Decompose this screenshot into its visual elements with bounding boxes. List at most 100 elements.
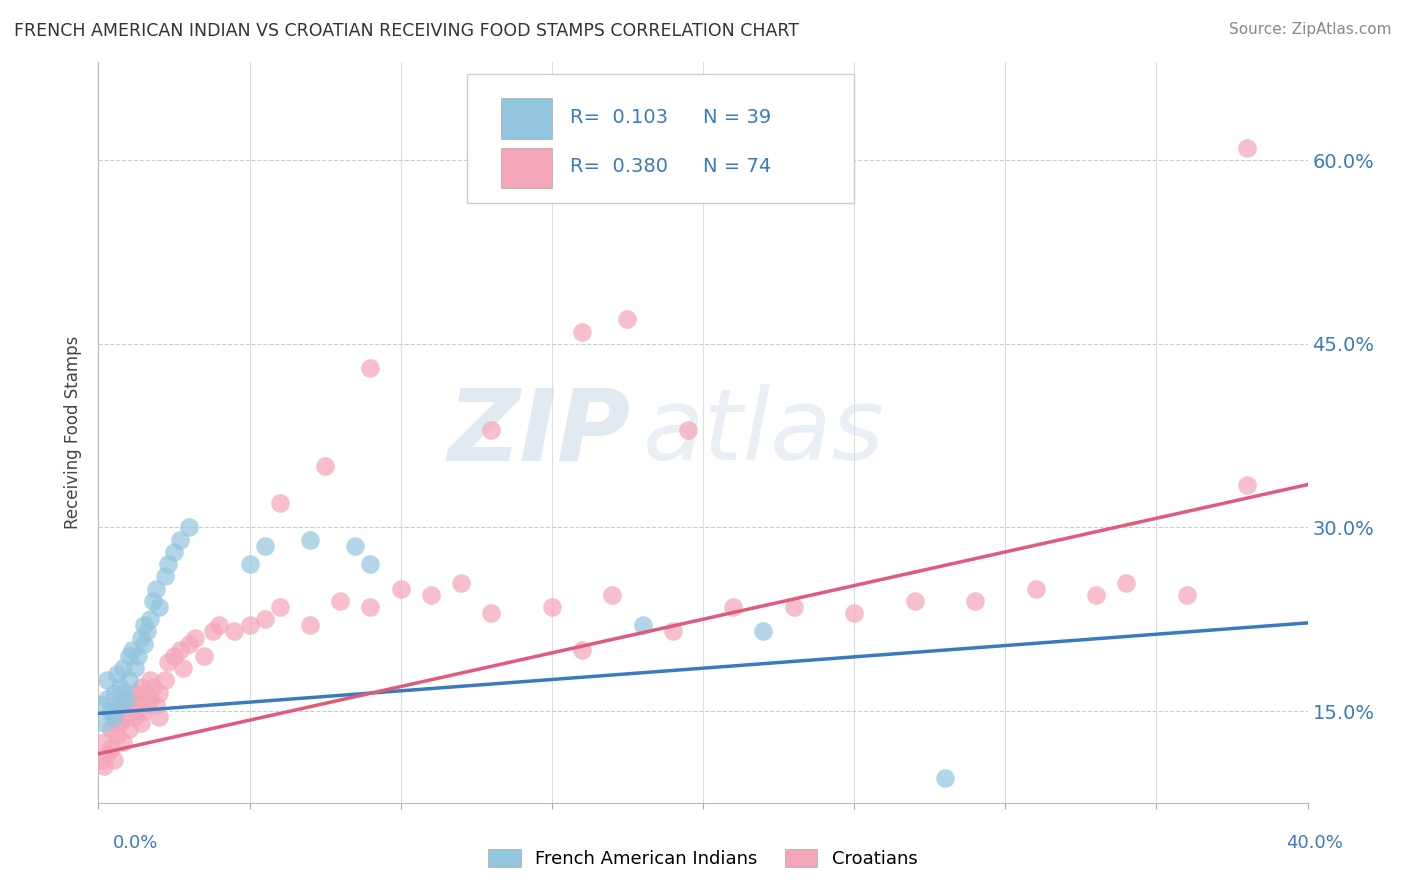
Point [135, 624, 157, 639]
Point [105, 704, 128, 718]
Point [208, 618, 231, 632]
Point [118, 673, 141, 688]
Point [571, 643, 593, 657]
Text: FRENCH AMERICAN INDIAN VS CROATIAN RECEIVING FOOD STAMPS CORRELATION CHART: FRENCH AMERICAN INDIAN VS CROATIAN RECEI… [14, 22, 799, 40]
Point [239, 557, 262, 571]
Point [602, 588, 624, 602]
Point [616, 312, 638, 326]
Point [118, 723, 141, 737]
Point [139, 612, 162, 626]
Point [360, 599, 382, 614]
Point [1175, 588, 1198, 602]
Point [844, 606, 866, 620]
Point [163, 545, 186, 559]
Point [118, 691, 141, 706]
Point [1024, 582, 1046, 596]
Point [100, 704, 122, 718]
Point [299, 618, 322, 632]
Point [269, 599, 291, 614]
Point [124, 686, 146, 700]
Point [360, 361, 382, 376]
Point [114, 691, 136, 706]
Point [127, 698, 149, 712]
Point [904, 594, 927, 608]
Point [481, 423, 503, 437]
Point [148, 710, 170, 724]
Point [752, 624, 775, 639]
Point [253, 539, 276, 553]
Text: ZIP: ZIP [447, 384, 630, 481]
Point [269, 496, 291, 510]
Point [129, 680, 152, 694]
Text: N = 74: N = 74 [703, 157, 772, 177]
Point [132, 618, 155, 632]
Point [124, 661, 146, 675]
Point [344, 539, 367, 553]
Y-axis label: Receiving Food Stamps: Receiving Food Stamps [65, 336, 83, 529]
Point [1085, 588, 1108, 602]
Point [100, 723, 122, 737]
Point [1115, 575, 1137, 590]
Point [103, 710, 125, 724]
Point [571, 325, 593, 339]
Bar [501, 147, 551, 188]
Point [153, 673, 176, 688]
Point [142, 680, 165, 694]
Point [1236, 477, 1258, 491]
Point [239, 618, 262, 632]
Point [103, 710, 125, 724]
Point [103, 753, 125, 767]
Point [96, 673, 118, 688]
Point [90, 753, 112, 767]
Point [783, 599, 806, 614]
Point [108, 716, 131, 731]
Point [132, 686, 155, 700]
Point [253, 612, 276, 626]
Point [103, 686, 125, 700]
Point [329, 594, 352, 608]
Point [148, 686, 170, 700]
Point [108, 680, 131, 694]
Point [314, 459, 336, 474]
Point [631, 618, 654, 632]
Text: atlas: atlas [643, 384, 884, 481]
Point [90, 698, 112, 712]
Text: N = 39: N = 39 [703, 108, 772, 127]
Point [676, 423, 699, 437]
Point [121, 643, 143, 657]
Point [965, 594, 987, 608]
Point [135, 698, 157, 712]
Point [148, 599, 170, 614]
Point [142, 594, 165, 608]
Text: R=  0.380: R= 0.380 [569, 157, 668, 177]
Point [299, 533, 322, 547]
Legend: French American Indians, Croatians: French American Indians, Croatians [481, 841, 925, 875]
Point [193, 648, 215, 663]
Point [145, 698, 167, 712]
Point [111, 686, 134, 700]
Point [96, 691, 118, 706]
Point [661, 624, 683, 639]
Text: 0.0%: 0.0% [112, 834, 157, 852]
Point [420, 588, 443, 602]
Point [179, 637, 201, 651]
Point [184, 631, 207, 645]
Point [153, 569, 176, 583]
Point [121, 704, 143, 718]
Point [224, 624, 246, 639]
Point [100, 740, 122, 755]
Text: R=  0.103: R= 0.103 [569, 108, 668, 127]
Point [105, 667, 128, 681]
Point [132, 637, 155, 651]
Point [481, 606, 503, 620]
Point [179, 520, 201, 534]
Point [111, 734, 134, 748]
Point [93, 759, 115, 773]
Point [93, 716, 115, 731]
Point [169, 643, 191, 657]
Point [118, 648, 141, 663]
Point [105, 729, 128, 743]
Point [132, 704, 155, 718]
Point [156, 655, 179, 669]
Bar [501, 98, 551, 138]
